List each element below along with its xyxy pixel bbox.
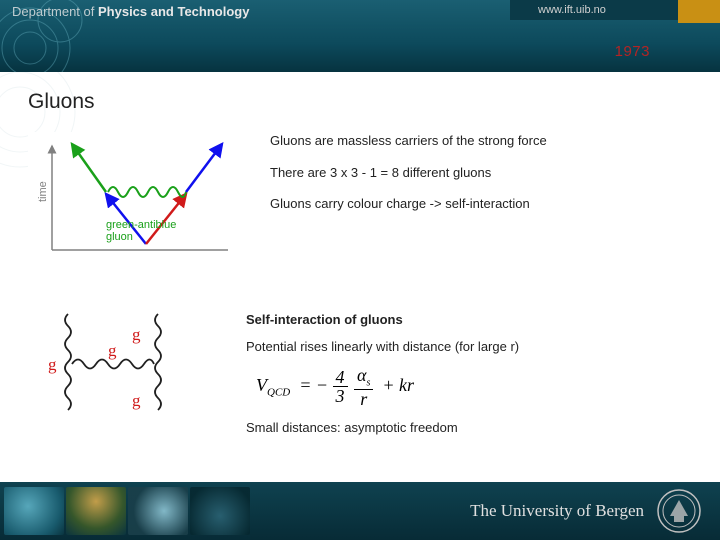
- asymptotic-text: Small distances: asymptotic freedom: [246, 420, 694, 435]
- svg-text:gluon: gluon: [106, 231, 133, 243]
- orange-accent-block: [678, 0, 720, 23]
- university-crest-icon: [656, 488, 702, 534]
- svg-text:time: time: [37, 181, 49, 202]
- bullets-block: Gluons are massless carriers of the stro…: [270, 132, 547, 272]
- url-bar: www.ift.uib.no: [510, 0, 720, 20]
- row-2: g g g g Self-interaction of gluons Poten…: [28, 306, 694, 447]
- subhead: Self-interaction of gluons: [246, 312, 694, 327]
- dept-main: Physics and Technology: [98, 4, 249, 19]
- potential-text: Potential rises linearly with distance (…: [246, 339, 694, 354]
- qcd-potential-formula: VQCD = − 4 3 αs r + kr: [256, 366, 694, 408]
- svg-text:g: g: [132, 391, 141, 410]
- url-text: www.ift.uib.no: [538, 4, 606, 16]
- footer-thumb-2: [66, 487, 126, 535]
- footer-thumb-3: [128, 487, 188, 535]
- slide-title: Gluons: [28, 90, 694, 114]
- svg-text:g: g: [48, 355, 57, 374]
- slide-footer: The University of Bergen: [0, 482, 720, 540]
- header-right: www.ift.uib.no: [510, 0, 720, 23]
- year-tag: 1973: [615, 43, 650, 60]
- slide-content: Gluons: [0, 72, 720, 447]
- footer-image-strip: [0, 482, 280, 540]
- feynman-diagram-self-interaction: g g g g: [38, 306, 218, 421]
- svg-text:g: g: [132, 325, 141, 344]
- bullet-2: There are 3 x 3 - 1 = 8 different gluons: [270, 164, 547, 182]
- header-left: Department of Physics and Technology: [0, 0, 380, 72]
- svg-text:green-antiblue: green-antiblue: [106, 219, 176, 231]
- feynman-diagram-gluon-exchange: time green-antiblue gluon: [28, 132, 248, 272]
- bullet-3: Gluons carry colour charge -> self-inter…: [270, 195, 547, 213]
- footer-thumb-1: [4, 487, 64, 535]
- bullet-1: Gluons are massless carriers of the stro…: [270, 132, 547, 150]
- right-text-block: Self-interaction of gluons Potential ris…: [246, 306, 694, 447]
- svg-text:g: g: [108, 341, 117, 360]
- university-name: The University of Bergen: [280, 501, 656, 521]
- row-1: time green-antiblue gluon Gluons are mas…: [28, 132, 694, 272]
- dept-prefix: Department of: [12, 4, 98, 19]
- footer-thumb-4: [190, 487, 250, 535]
- slide-header: Department of Physics and Technology www…: [0, 0, 720, 72]
- department-label: Department of Physics and Technology: [12, 4, 249, 19]
